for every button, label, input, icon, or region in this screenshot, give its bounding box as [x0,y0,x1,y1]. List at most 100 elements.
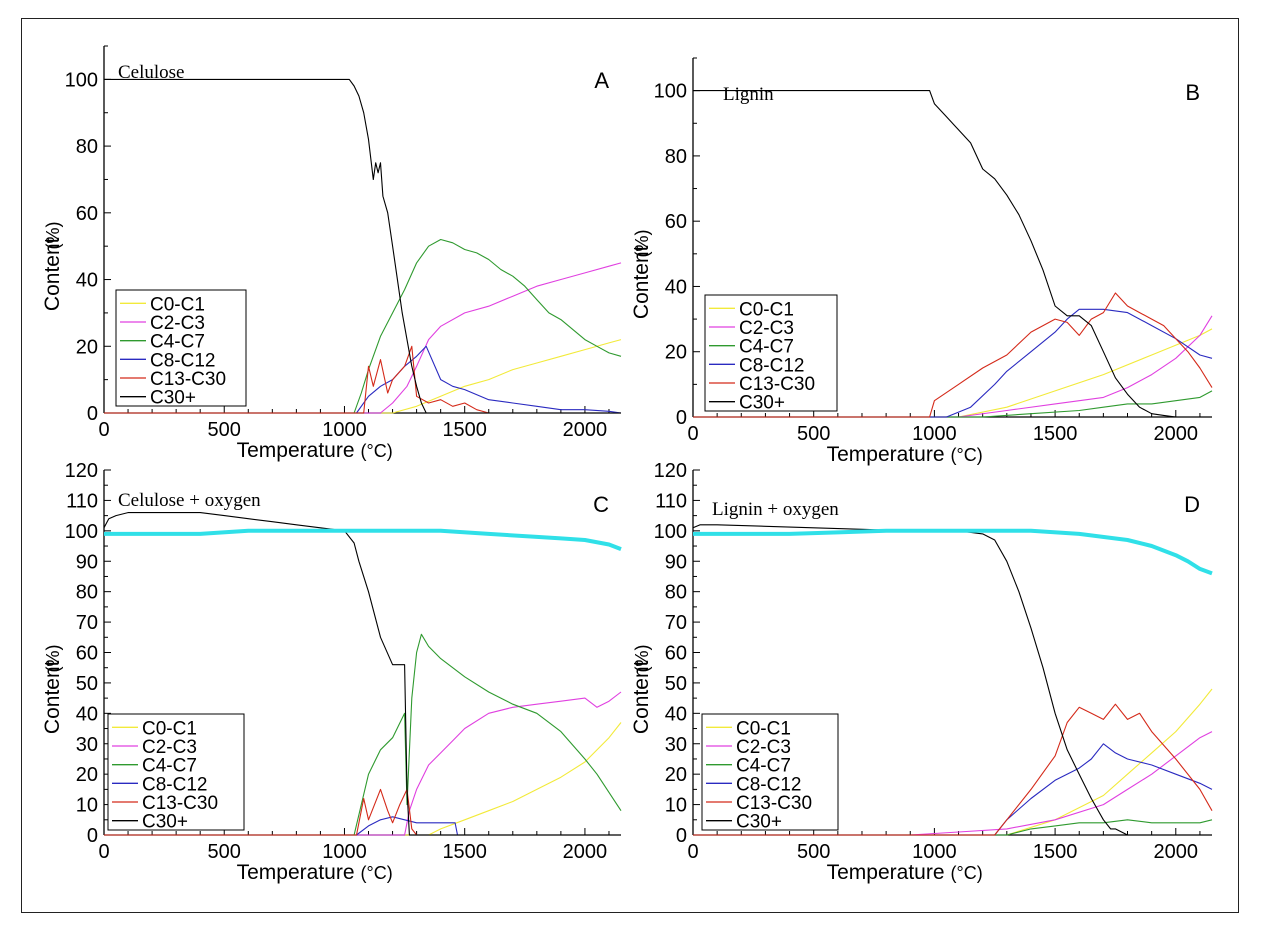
panel-b-y-axis-title: Content [630,245,653,319]
panel-d-y-axis-unit: (%) [632,645,652,673]
panel-d-x-axis-unit: (°C) [951,863,983,883]
panel-a-legend-label: C8-C12 [150,350,215,371]
panel-c: 0 500 1000 1500 2000 0 10 20 30 40 50 60 70 80 90 100 11… [41,460,622,884]
panel-c-y-tick-label: 20 [76,764,98,786]
panel-a-x-axis-title: Temperature [237,439,355,462]
panel-d-series-c13-c30 [693,703,1213,836]
panel-a-legend-box [115,289,247,407]
panel-d-x-axis-title: Temperature [827,861,945,884]
panel-c-x-axis-unit: (°C) [361,863,393,883]
panel-a-series-c13-c30 [104,345,621,414]
panel-a-title: Celulose [118,62,185,83]
panel-a-y-tick-label: 100 [65,69,98,91]
panel-c-y-tick-label: 90 [76,551,98,573]
panel-b-title: Lignin [723,84,774,105]
panel-d-x-tick-label: 500 [797,841,830,863]
panel-c-y-tick-label: 50 [76,673,98,695]
panel-d-y-tick-label: 30 [665,734,687,756]
panel-a-x-tick-label: 500 [208,419,241,441]
panel-c-x-axis-title: Temperature [237,861,355,884]
panel-c-y-tick-label: 0 [87,825,98,847]
panel-a-x-tick-label: 0 [98,419,109,441]
panel-d-legend-label: C4-C7 [736,756,791,777]
panel-b-series-c13-c30 [693,292,1213,418]
panel-b-y-tick-label: 0 [676,407,687,429]
panel-a-y-tick-label: 40 [76,270,98,292]
panel-b-legend-label: C4-C7 [739,337,794,358]
panel-d-y-tick-label: 40 [665,703,687,725]
panel-d-y-tick-label: 100 [654,521,687,543]
panel-d-y-tick-label: 10 [665,795,687,817]
panel-b-y-axis-unit: (%) [632,230,652,258]
panel-a-y-axis-unit: (%) [43,222,63,250]
panel-a-legend-label: C0-C1 [150,294,205,315]
panel-a-series-c0-c1 [104,339,622,414]
figure-frame [21,18,1239,913]
panel-a-y-axis-title: Content [41,237,64,311]
panel-a-legend-label: C4-C7 [150,332,205,353]
panel-c-y-tick-label: 100 [65,521,98,543]
panel-c-x-tick-label: 1000 [322,841,367,863]
panel-c-series-c30plus [103,512,621,836]
panel-d: 0 500 1000 1500 2000 0 10 20 30 40 50 60 70 80 90 100 11… [630,460,1213,884]
panel-c-x-tick-label: 1500 [442,841,487,863]
panel-a-y-tick-label: 80 [76,136,98,158]
panel-c-legend-label: C8-C12 [142,774,207,795]
panel-a-y-tick-label: 60 [76,203,98,225]
panel-c-y-tick-label: 70 [76,612,98,634]
panel-a-series-c2-c3 [104,262,622,414]
panel-c-y-tick-label: 120 [65,460,98,482]
panel-b-x-axis-title: Temperature [827,443,945,466]
panel-c-y-tick-label: 80 [76,582,98,604]
panel-c-series-c2-c3 [104,691,622,836]
panel-a-y-tick-label: 20 [76,336,98,358]
panel-d-letter: D [1184,492,1200,517]
panel-c-x-tick-label: 500 [208,841,241,863]
panel-b-y-tick-label: 40 [665,276,687,298]
panel-a-legend-label: C13-C30 [150,369,226,390]
panel-a-x-tick-label: 1000 [322,419,367,441]
panel-d-y-tick-label: 0 [676,825,687,847]
panel-d-x-tick-label: 1500 [1033,841,1078,863]
panel-c-y-tick-label: 30 [76,734,98,756]
panel-a-legend-label: C2-C3 [150,313,205,334]
panel-a-x-tick-label: 1500 [442,419,487,441]
panel-d-y-tick-label: 20 [665,764,687,786]
panel-c-legend-label: C30+ [142,812,188,833]
panel-c-legend-box [107,713,245,831]
panel-b-x-axis-unit: (°C) [951,445,983,465]
panel-b-y-tick-label: 100 [654,81,687,103]
panel-a-series-c30plus [104,78,621,414]
panel-c-legend-label: C0-C1 [142,718,197,739]
panel-d-legend-label: C0-C1 [736,718,791,739]
panel-d-title: Lignin + oxygen [712,499,839,520]
panel-c-title: Celulose + oxygen [118,490,261,511]
panel-c-legend-label: C2-C3 [142,737,197,758]
panel-c-series-c13-c30 [104,788,621,836]
panel-d-legend-label: C8-C12 [736,774,801,795]
panel-d-x-tick-label: 1000 [912,841,957,863]
panel-a-legend-label: C30+ [150,388,196,409]
panel-d-series-c0-c1 [693,688,1213,836]
panel-d-series-oxygen [693,528,1213,576]
panel-c-letter: C [593,492,609,517]
panel-a-letter: A [594,68,609,93]
panel-a: 0 500 1000 1500 2000 0 20 40 60 80 100 Temperature (… [41,45,622,462]
panel-a-y-tick-label: 0 [87,403,98,425]
panel-d-legend-label: C30+ [736,812,782,833]
panel-b-y-tick-label: 60 [665,211,687,233]
panel-c-y-tick-label: 60 [76,643,98,665]
panel-c-x-tick-label: 0 [98,841,109,863]
panel-d-y-tick-label: 120 [654,460,687,482]
panel-d-x-tick-label: 0 [687,841,698,863]
panel-b-x-tick-label: 2000 [1154,423,1199,445]
panel-c-y-tick-label: 110 [66,490,98,512]
panel-b-series-c8-c12 [693,308,1213,418]
panel-c-series-c0-c1 [104,722,622,836]
panel-b-legend-label: C0-C1 [739,299,794,320]
